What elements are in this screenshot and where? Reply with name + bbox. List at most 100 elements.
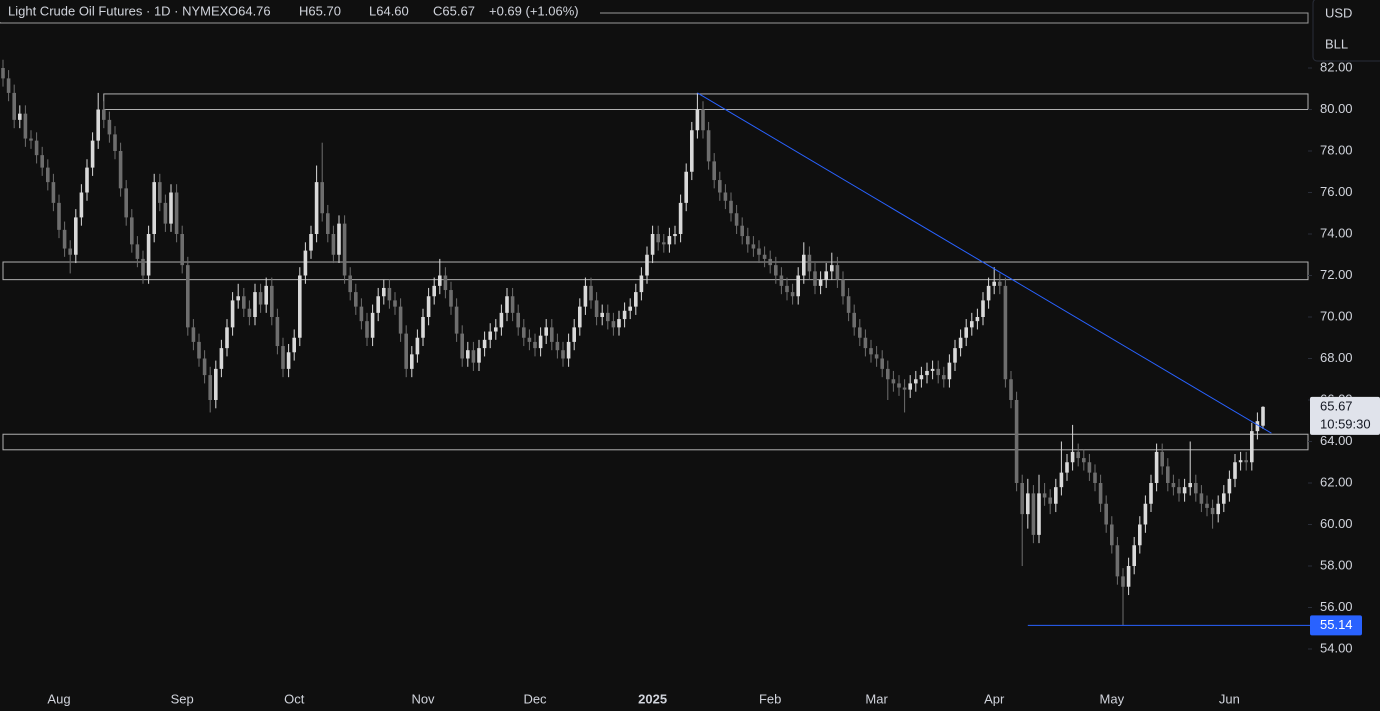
zone: [2, 261, 1309, 281]
candle-body: [869, 348, 873, 355]
candle-body: [320, 182, 324, 214]
candle-body: [1205, 503, 1209, 508]
zone: [2, 433, 1309, 451]
candle-body: [1054, 487, 1058, 504]
candle-body: [846, 296, 851, 313]
candle-body: [387, 287, 392, 301]
candle-body: [404, 333, 408, 369]
x-tick-label: Nov: [411, 691, 435, 706]
candle-body: [410, 354, 414, 369]
candle-body: [1076, 451, 1080, 459]
candle-body: [634, 292, 638, 307]
candle-body: [1233, 462, 1237, 479]
candle-body: [606, 312, 610, 322]
support-label-bg: [1310, 615, 1362, 636]
candle-body: [1087, 462, 1092, 473]
support-label: 55.14: [1320, 617, 1353, 632]
candle-body: [762, 254, 767, 259]
candle-body: [981, 300, 985, 317]
candle-body: [1138, 524, 1142, 546]
last-price-label: 65.67: [1320, 398, 1353, 413]
candle-body: [1070, 451, 1075, 463]
candle-body: [746, 236, 750, 245]
y-tick-label: 74.00: [1320, 225, 1353, 240]
candle-body: [544, 327, 548, 336]
candle-body: [824, 271, 828, 280]
candle-body: [1177, 487, 1181, 494]
candle-body: [975, 317, 980, 322]
candle-body: [275, 317, 280, 347]
candle-body: [650, 234, 655, 255]
candle-body: [40, 155, 44, 168]
candle-body: [858, 327, 862, 338]
candle-body: [1065, 462, 1069, 473]
candle-body: [264, 285, 268, 305]
candle-body: [998, 281, 1002, 286]
candle-body: [1031, 493, 1036, 535]
candle-body: [471, 350, 476, 363]
candle-body: [594, 300, 599, 317]
candle-body: [62, 229, 67, 249]
candle-body: [684, 171, 688, 203]
candle-body: [622, 310, 627, 320]
candle-body: [1255, 421, 1260, 432]
candle-body: [18, 113, 22, 120]
candle-body: [1238, 460, 1243, 463]
candle-body: [830, 265, 834, 272]
candle-body: [914, 379, 918, 384]
candle-body: [382, 287, 386, 297]
change-field: +0.69 (+1.06%): [489, 3, 579, 18]
candle-body: [1126, 566, 1131, 587]
candle-body: [505, 296, 509, 313]
candle-body: [774, 265, 778, 276]
countdown-label: 10:59:30: [1320, 416, 1371, 431]
candle-body: [522, 327, 526, 338]
candle-body: [258, 292, 263, 305]
candle-body: [438, 275, 442, 286]
currency-button[interactable]: USD: [1325, 5, 1352, 20]
ohlc-field: L64.60: [369, 3, 409, 18]
candle-body: [124, 188, 128, 218]
candle-body: [443, 275, 448, 291]
candle-body: [1244, 460, 1248, 463]
candle-body: [1182, 487, 1187, 494]
candle-body: [572, 327, 576, 342]
candle-body: [706, 130, 711, 162]
candle-body: [398, 306, 403, 334]
candle-body: [1132, 545, 1136, 566]
candle-body: [566, 341, 571, 359]
candle-body: [1149, 483, 1153, 504]
y-tick-label: 80.00: [1320, 101, 1353, 116]
candle-body: [449, 290, 453, 307]
candle-body: [163, 202, 168, 224]
candle-body: [673, 234, 677, 237]
candle-body: [415, 337, 420, 355]
x-tick-label: Apr: [984, 691, 1005, 706]
candle-body: [802, 254, 806, 276]
candle-body: [690, 130, 694, 172]
x-tick-label: May: [1100, 691, 1125, 706]
candle-body: [1222, 493, 1226, 504]
candle-body: [499, 312, 504, 328]
candle-body: [796, 275, 800, 297]
candle-body: [734, 213, 739, 226]
candle-body: [242, 296, 246, 309]
currency-button[interactable]: BLL: [1325, 36, 1348, 51]
candle-body: [785, 285, 789, 293]
candle-body: [667, 236, 672, 245]
candle-body: [1014, 400, 1019, 483]
candle-body: [886, 368, 890, 380]
candle-body: [152, 182, 156, 234]
candle-body: [919, 375, 924, 380]
trendline: [697, 92, 1272, 434]
candle-body: [432, 285, 436, 297]
y-tick-label: 72.00: [1320, 267, 1353, 282]
candle-body: [589, 285, 593, 301]
candle-body: [202, 358, 207, 376]
x-tick-label: Jun: [1219, 691, 1240, 706]
candle-body: [723, 192, 728, 201]
symbol-title: Light Crude Oil Futures · 1D · NYMEX: [8, 3, 229, 18]
candle-body: [1042, 493, 1047, 498]
candle-body: [393, 300, 397, 307]
candle-body: [74, 217, 78, 255]
